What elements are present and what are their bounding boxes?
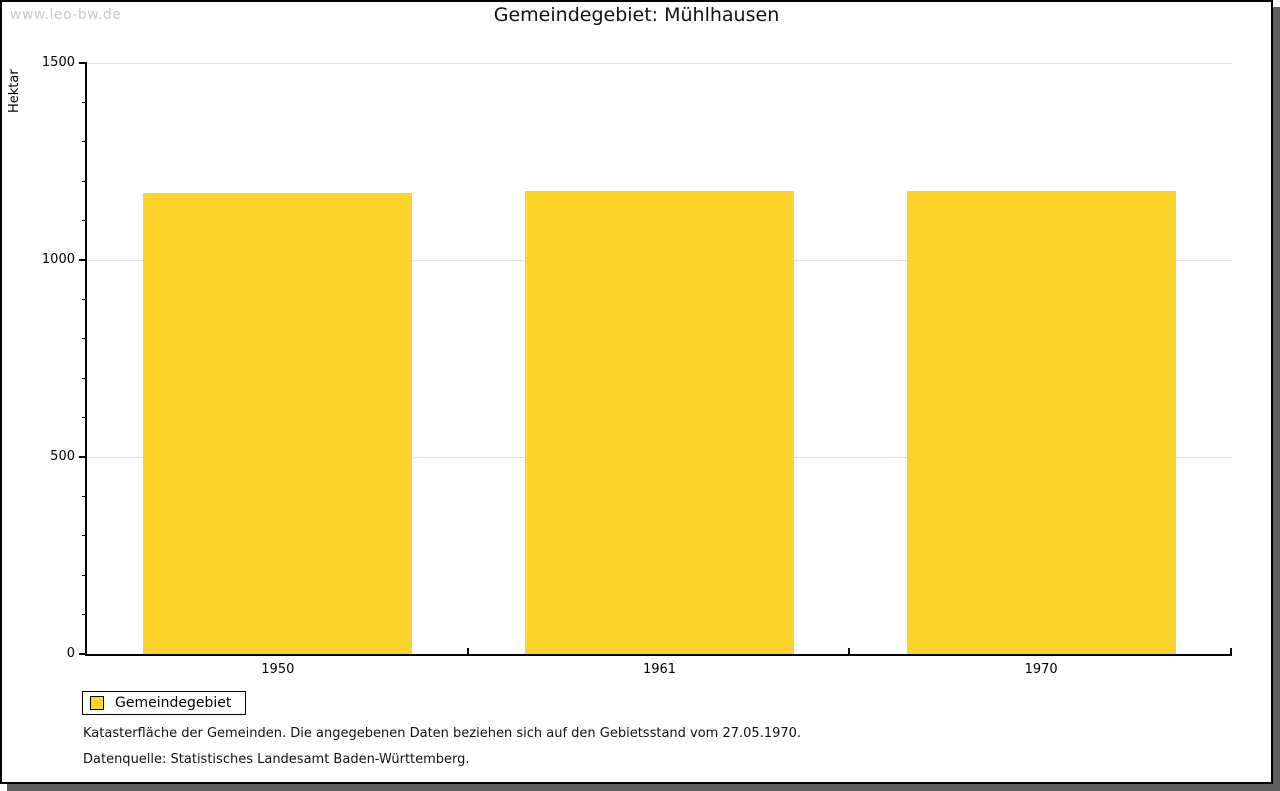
x-category-label-1970: 1970 xyxy=(1024,662,1058,677)
y-axis-title: Hektar xyxy=(7,69,22,113)
bar-1950 xyxy=(143,193,413,654)
legend-box: Gemeindegebiet xyxy=(82,691,247,715)
y-tick-label-0: 0 xyxy=(66,646,75,661)
gridline-y-1500 xyxy=(87,63,1232,64)
x-category-label-1950: 1950 xyxy=(261,662,295,677)
watermark-leo-bw: www.leo-bw.de xyxy=(10,7,122,23)
x-category-label-1961: 1961 xyxy=(642,662,677,677)
y-tick-label-1000: 1000 xyxy=(41,252,75,267)
bar-1970 xyxy=(906,191,1176,654)
y-minor-tick-700 xyxy=(82,377,87,379)
y-major-tick-500 xyxy=(79,456,87,458)
y-tick-label-1500: 1500 xyxy=(41,55,75,70)
chart-title: Gemeindegebiet: Mühlhausen xyxy=(493,4,780,26)
plot-area: 0 500 1000 1500 1950 1961 1970 xyxy=(42,56,1232,677)
footnote-description: Katasterfläche der Gemeinden. Die angege… xyxy=(83,726,802,741)
y-minor-tick-300 xyxy=(82,535,87,537)
legend-swatch-gemeindegebiet xyxy=(90,696,104,710)
y-minor-tick-1400 xyxy=(82,101,87,103)
y-minor-tick-100 xyxy=(82,614,87,616)
y-minor-tick-900 xyxy=(82,298,87,300)
bar-1961 xyxy=(525,191,794,654)
footnote-datasource: Datenquelle: Statistisches Landesamt Bad… xyxy=(83,752,470,767)
y-minor-tick-400 xyxy=(82,495,87,497)
y-major-tick-1500 xyxy=(79,62,87,64)
x-boundary-tick-3 xyxy=(1230,648,1232,654)
x-boundary-tick-2 xyxy=(848,648,851,654)
y-major-tick-1000 xyxy=(79,259,87,261)
y-minor-tick-1300 xyxy=(82,141,87,143)
y-minor-tick-800 xyxy=(82,338,87,340)
y-tick-label-500: 500 xyxy=(50,449,75,464)
y-minor-tick-1200 xyxy=(82,180,87,182)
y-major-tick-0 xyxy=(79,653,87,655)
legend-label-gemeindegebiet: Gemeindegebiet xyxy=(115,695,232,711)
y-minor-tick-600 xyxy=(82,417,87,419)
x-boundary-tick-1 xyxy=(466,648,469,654)
y-minor-tick-1100 xyxy=(82,220,87,222)
y-minor-tick-200 xyxy=(82,574,87,576)
